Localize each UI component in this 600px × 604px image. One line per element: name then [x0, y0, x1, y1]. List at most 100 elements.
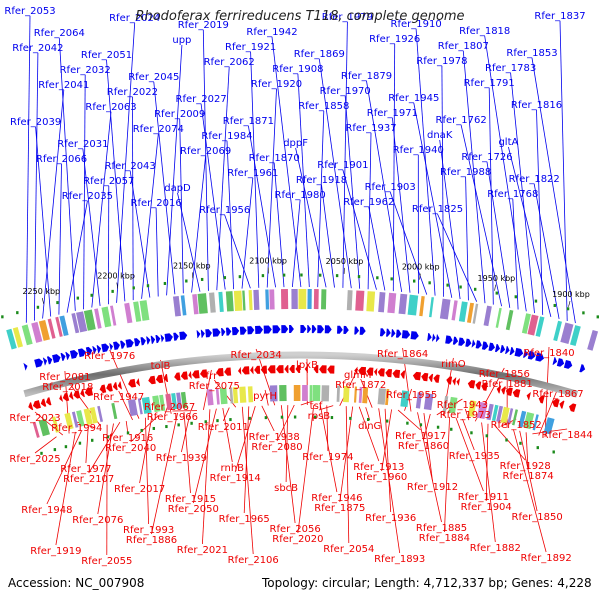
cog-box-outer	[269, 289, 274, 309]
reverse-gene-arrow	[62, 393, 69, 402]
forward-gene-arrow	[343, 326, 349, 334]
cog-box-outer	[281, 289, 288, 309]
cog-box-outer	[459, 301, 468, 322]
reverse-gene-arrow	[155, 375, 163, 384]
reverse-gene-label: Rfer_1913	[353, 462, 404, 473]
scale-tick	[42, 298, 43, 304]
reverse-gene-arrow	[446, 376, 452, 385]
reverse-gene-label: Rfer_1867	[532, 389, 583, 400]
reverse-gene-label: Rfer_1915	[165, 494, 216, 505]
gc-skew-tick	[79, 442, 81, 445]
forward-gene-arrow	[247, 326, 254, 334]
forward-gene-leader	[242, 178, 253, 289]
gc-skew-tick	[537, 446, 539, 449]
forward-gene-arrow	[34, 358, 44, 368]
reverse-gene-label: Rfer_2107	[63, 474, 114, 485]
reverse-gene-label: Rfer_2054	[323, 544, 374, 555]
forward-gene-label: Rfer_1879	[341, 71, 392, 82]
reverse-gene-leader	[223, 408, 233, 462]
forward-gene-label: Rfer_1768	[487, 189, 538, 200]
reverse-gene-arrow	[268, 365, 276, 373]
forward-gene-label: Rfer_1908	[272, 64, 323, 75]
reverse-gene-label: Rfer_1874	[503, 471, 554, 482]
scale-tick	[569, 301, 570, 307]
reverse-gene-label: Rfer_2067	[144, 402, 195, 413]
gc-skew-tick	[147, 284, 149, 287]
reverse-gene-label: Rfer_1919	[30, 546, 81, 557]
reverse-gene-label: Rfer_1935	[449, 451, 500, 462]
forward-gene-label: Rfer_2051	[81, 50, 132, 61]
reverse-gene-label: Rfer_2034	[231, 350, 282, 361]
forward-gene-arrow	[453, 337, 459, 346]
reverse-gene-label: Rfer_1993	[123, 525, 174, 536]
reverse-gene-label: Rfer_1994	[51, 423, 102, 434]
reverse-gene-label: Rfer_2055	[81, 556, 132, 567]
reverse-gene-arrow	[261, 366, 267, 374]
forward-gene-label: Rfer_1869	[294, 49, 345, 60]
gc-skew-tick	[386, 420, 388, 423]
forward-gene-label: Rfer_2064	[34, 28, 85, 39]
reverse-gene-leader	[359, 407, 379, 461]
reverse-gene-arrow	[392, 369, 400, 378]
forward-gene-arrow	[240, 326, 247, 334]
map-title: Rhodoferax ferrireducens T118, complete …	[0, 9, 600, 24]
forward-gene-arrow	[391, 329, 396, 337]
forward-gene-arrow	[70, 349, 79, 358]
reverse-gene-leader	[86, 429, 88, 463]
forward-gene-arrow	[232, 327, 239, 335]
reverse-gene-label: Rfer_1884	[419, 533, 470, 544]
gc-skew-tick	[165, 425, 167, 428]
forward-gene-label: Rfer_1921	[225, 42, 276, 53]
gc-skew-tick	[331, 416, 333, 419]
gc-skew-tick	[54, 448, 56, 451]
cog-box-inner	[239, 387, 246, 403]
forward-gene-label: Rfer_1762	[436, 115, 487, 126]
reverse-gene-leader	[152, 413, 178, 534]
gc-skew-tick	[133, 286, 135, 289]
reverse-gene-label: Rfer_1947	[93, 392, 144, 403]
reverse-gene-label: lpxB	[296, 360, 318, 371]
reverse-gene-label: Rfer_1938	[249, 432, 300, 443]
reverse-gene-label: Rfer_1917	[395, 431, 446, 442]
reverse-gene-label: Rfer_2050	[168, 504, 219, 515]
gc-skew-tick	[56, 301, 58, 304]
gc-skew-tick	[496, 292, 498, 295]
reverse-gene-arrow	[45, 397, 51, 406]
reverse-gene-arrow	[558, 400, 564, 409]
forward-gene-label: Rfer_2022	[107, 87, 158, 98]
forward-gene-arrow	[221, 328, 226, 336]
reverse-gene-arrow	[242, 366, 250, 374]
forward-gene-label: Rfer_2027	[176, 94, 227, 105]
cog-box-outer	[101, 307, 111, 328]
reverse-gene-label: Rfer_2075	[189, 381, 240, 392]
cog-box-outer	[192, 294, 198, 314]
reverse-gene-label: Rfer_2025	[9, 454, 60, 465]
forward-gene-arrow	[500, 345, 506, 354]
reverse-gene-label: Rfer_1912	[407, 482, 458, 493]
forward-gene-arrow	[201, 329, 205, 337]
forward-gene-arrow	[205, 329, 212, 338]
scale-label: 2250 kbp	[22, 287, 60, 296]
reverse-gene-label: Rfer_1976	[84, 351, 135, 362]
forward-gene-label: Rfer_1822	[509, 174, 560, 185]
gc-skew-tick	[319, 274, 321, 277]
gc-skew-tick	[37, 306, 39, 309]
forward-gene-label: Rfer_2074	[133, 124, 184, 135]
forward-gene-label: Rfer_2009	[154, 109, 205, 120]
reverse-gene-arrow	[433, 374, 440, 383]
forward-gene-arrow	[436, 334, 440, 342]
forward-gene-label: Rfer_1978	[416, 56, 467, 67]
reverse-gene-label: Rfer_1960	[356, 472, 407, 483]
gc-skew-tick	[77, 297, 79, 300]
forward-gene-arrow	[52, 353, 61, 363]
cog-box-outer	[124, 303, 132, 324]
forward-gene-arrow	[155, 335, 161, 344]
forward-gene-leader	[343, 22, 348, 288]
gc-skew-tick	[413, 280, 415, 283]
reverse-gene-label: Rfer_1882	[470, 543, 521, 554]
reverse-gene-label: Rfer_1948	[21, 505, 72, 516]
reverse-gene-label: Rfer_1844	[542, 430, 593, 441]
forward-gene-arrow	[197, 330, 201, 338]
gc-skew-tick	[294, 416, 296, 419]
